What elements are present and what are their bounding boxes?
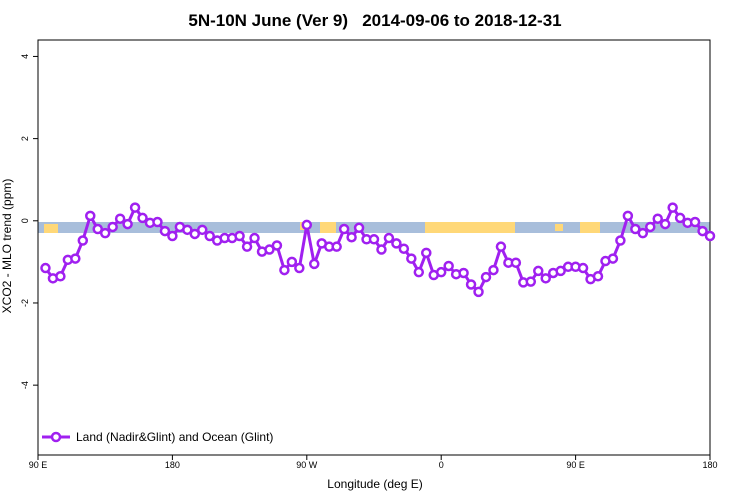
data-point: [525, 276, 537, 287]
data-point: [294, 262, 305, 274]
data-point: [99, 227, 111, 239]
data-point: [555, 265, 566, 277]
data-point: [346, 231, 357, 243]
data-point: [107, 221, 118, 233]
data-point: [622, 210, 634, 222]
land-patch: [555, 224, 563, 231]
data-point: [413, 266, 425, 278]
data-point: [189, 228, 201, 240]
data-point: [241, 241, 253, 252]
plot-frame: [37, 39, 711, 456]
data-point: [540, 273, 551, 284]
x-tick-label: 90 E: [566, 460, 585, 470]
data-point: [286, 256, 298, 268]
data-point: [645, 221, 656, 233]
data-point: [488, 264, 499, 276]
data-point: [495, 241, 507, 252]
data-point: [443, 260, 454, 272]
y-tick-label: -2: [20, 299, 30, 307]
data-point: [279, 264, 290, 276]
y-axis-label: XCO2 - MLO trend (ppm): [0, 179, 14, 314]
data-point: [667, 202, 678, 213]
legend-label: Land (Nadir&Glint) and Ocean (Glint): [76, 430, 273, 444]
data-point: [167, 230, 178, 242]
land-patch: [580, 222, 600, 233]
data-point: [637, 227, 649, 239]
data-point: [122, 218, 133, 230]
data-point: [353, 222, 365, 234]
data-point: [674, 212, 686, 224]
y-tick-label: 2: [20, 136, 30, 141]
data-point: [465, 279, 477, 290]
x-tick-label: 90 W: [296, 460, 318, 470]
x-tick-label: 180: [165, 460, 180, 470]
data-point: [383, 232, 395, 244]
surface-band: [38, 222, 710, 233]
data-point: [264, 244, 275, 255]
data-point: [652, 213, 663, 224]
x-tick-label: 0: [439, 460, 444, 470]
data-point: [152, 216, 163, 228]
data-point: [301, 219, 313, 231]
data-point: [338, 223, 350, 235]
data-point: [234, 230, 245, 242]
data-point: [406, 253, 417, 264]
x-tick-label: 180: [702, 460, 717, 470]
data-point: [70, 253, 81, 264]
data-point: [473, 286, 484, 298]
data-point: [480, 271, 492, 283]
data-point: [77, 235, 89, 246]
x-axis-label: Longitude (deg E): [327, 477, 422, 491]
data-point: [182, 224, 193, 236]
data-point: [510, 257, 522, 268]
x-tick-label: 90 E: [29, 460, 48, 470]
data-point: [249, 232, 260, 244]
data-point: [607, 253, 619, 264]
data-point: [577, 262, 589, 274]
data-point: [615, 235, 626, 246]
y-tick-label: 4: [20, 54, 30, 59]
data-point: [435, 266, 447, 278]
data-point: [533, 265, 544, 277]
data-point: [421, 247, 432, 259]
data-point: [331, 241, 342, 252]
data-point: [197, 224, 208, 236]
data-point: [391, 238, 402, 249]
data-point: [376, 244, 387, 255]
data-point: [458, 267, 469, 279]
data-point: [697, 225, 708, 237]
data-point: [204, 230, 215, 242]
data-point: [659, 218, 671, 230]
data-point: [92, 223, 103, 235]
data-point: [368, 234, 380, 245]
data-point: [159, 225, 171, 237]
data-point: [398, 243, 410, 254]
legend-marker: [50, 431, 62, 443]
data-point: [129, 202, 141, 213]
data-point: [85, 210, 96, 222]
data-point: [704, 230, 716, 242]
data-point: [271, 240, 283, 251]
land-patch: [425, 222, 515, 233]
y-tick-label: 0: [20, 218, 30, 223]
y-tick-label: -4: [20, 381, 30, 389]
chart-title: 5N-10N June (Ver 9) 2014-09-06 to 2018-1…: [188, 11, 561, 30]
land-patch: [320, 222, 336, 233]
data-point: [55, 271, 66, 282]
data-point: [137, 212, 148, 224]
land-patch: [44, 224, 58, 233]
data-point: [40, 262, 51, 274]
data-point: [630, 223, 641, 235]
ocean-band: [38, 222, 710, 233]
data-point: [114, 213, 126, 224]
data-point: [309, 258, 320, 270]
data-point: [689, 216, 701, 228]
data-point: [592, 271, 604, 282]
